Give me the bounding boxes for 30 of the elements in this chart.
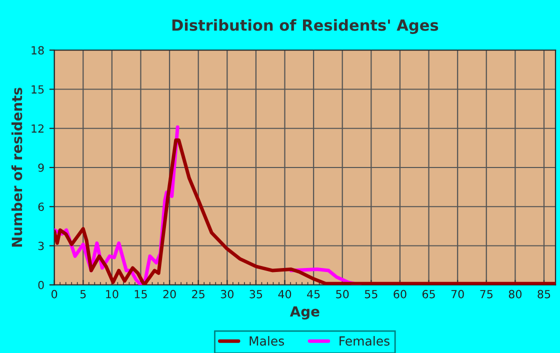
x-tick-label: 25 [192,290,204,298]
x-tick-label: 80 [508,290,522,298]
x-tick-label: 60 [394,290,406,298]
y-tick-label: 0 [38,280,44,290]
x-tick-label: 15 [134,290,147,298]
x-tick-label: 10 [106,290,118,298]
x-tick-label: 65 [422,290,435,298]
y-tick-label: 9 [38,163,44,172]
legend-label: Females [340,336,390,346]
x-tick-label: 45 [307,290,320,298]
y-tick-label: 6 [38,202,44,211]
y-tick-label: 3 [38,242,44,250]
y-tick-label: 12 [32,124,44,133]
x-tick-label: 35 [250,290,262,298]
x-tick-label: 70 [451,290,464,298]
x-tick-label: 20 [163,290,176,298]
x-tick-label: 50 [336,290,349,298]
x-tick-label: 75 [480,290,492,298]
x-tick-label: 85 [538,290,550,298]
x-tick-label: 40 [278,290,292,298]
chart-title: Distribution of Residents' Ages [172,19,438,34]
y-tick-label: 18 [32,46,44,55]
x-tick-label: 30 [220,290,234,298]
x-tick-label: 55 [364,290,378,298]
x-axis-title: Age [290,306,320,320]
y-axis-title: Number of residents [11,88,22,247]
legend-label: Males [250,336,284,346]
y-tick-label: 15 [32,85,44,94]
x-tick-label: 5 [80,290,86,298]
x-tick-label: 0 [52,290,58,298]
